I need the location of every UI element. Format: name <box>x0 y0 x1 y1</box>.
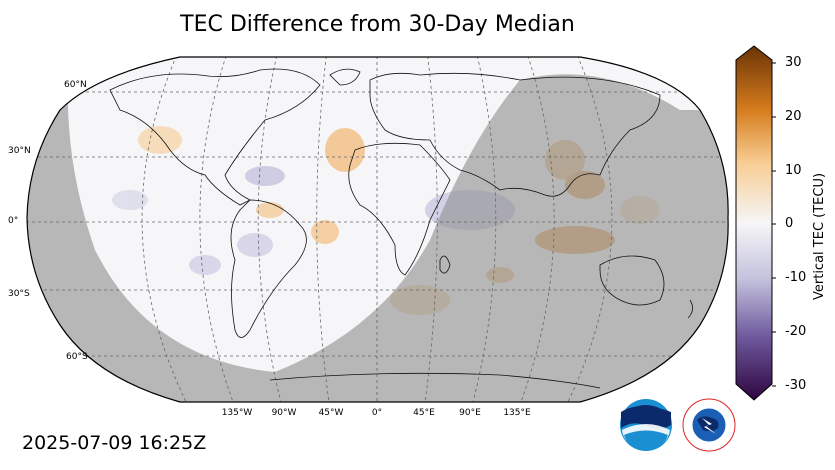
globe-outline <box>26 56 729 403</box>
colorbar <box>735 45 776 401</box>
nws-logo <box>682 398 736 452</box>
lon-label-45w: 45°W <box>318 408 344 418</box>
night-shade <box>27 57 729 402</box>
lon-label-0: 0° <box>371 408 383 418</box>
map-body <box>27 57 729 402</box>
graticule <box>27 57 729 402</box>
lat-label-equator: 0° <box>8 216 19 226</box>
lat-label-60s: 60°S <box>66 352 88 362</box>
colorbar-tick-10: 10 <box>785 163 802 178</box>
colorbar-tick-0: 0 <box>785 216 794 231</box>
lon-label-45e: 45°E <box>413 408 435 418</box>
coastlines <box>109 68 693 389</box>
timestamp: 2025-07-09 16:25Z <box>22 432 207 454</box>
lon-label-90w: 90°W <box>271 408 297 418</box>
lat-label-60n: 60°N <box>64 80 87 90</box>
lon-label-135e: 135°E <box>503 408 531 418</box>
lon-label-90e: 90°E <box>459 408 481 418</box>
colorbar-tick-neg20: -20 <box>785 324 807 339</box>
lat-label-30n: 30°N <box>8 146 31 156</box>
colorbar-tick-20: 20 <box>785 109 802 124</box>
colorbar-tick-30: 30 <box>785 55 802 70</box>
colorbar-tick-neg10: -10 <box>785 270 807 285</box>
colorbar-tick-neg30: -30 <box>785 378 807 393</box>
lon-label-135w: 135°W <box>221 408 253 418</box>
lat-label-30s: 30°S <box>8 289 30 299</box>
map-title: TEC Difference from 30-Day Median <box>180 12 575 37</box>
noaa-logo <box>620 399 672 451</box>
colorbar-label: Vertical TEC (TECU) <box>812 172 827 300</box>
